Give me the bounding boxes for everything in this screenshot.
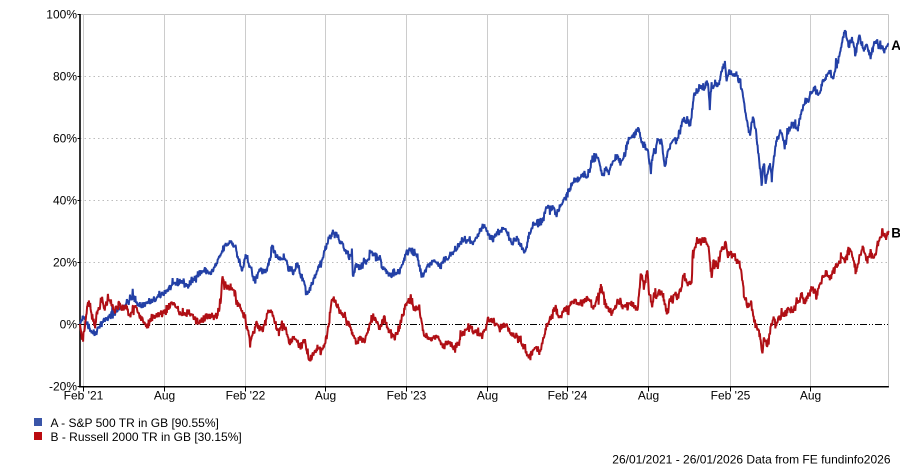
svg-text:-20%: -20% [49,380,77,394]
svg-text:Aug: Aug [315,389,336,403]
svg-text:Feb '22: Feb '22 [226,389,266,403]
svg-text:Feb '23: Feb '23 [387,389,427,403]
svg-text:80%: 80% [53,70,77,84]
svg-text:100%: 100% [46,8,77,22]
svg-text:A - S&P 500 TR in GB [90.55%]: A - S&P 500 TR in GB [90.55%] [51,416,219,430]
svg-text:Feb '21: Feb '21 [64,389,104,403]
svg-text:B - Russell 2000 TR in GB [30.: B - Russell 2000 TR in GB [30.15%] [51,430,242,444]
svg-text:Feb '24: Feb '24 [548,389,588,403]
svg-text:Aug: Aug [638,389,659,403]
svg-text:Aug: Aug [477,389,498,403]
svg-text:40%: 40% [53,194,77,208]
svg-text:A: A [891,38,900,53]
svg-text:20%: 20% [53,256,77,270]
svg-text:Aug: Aug [800,389,821,403]
svg-text:0%: 0% [60,318,78,332]
svg-text:60%: 60% [53,132,77,146]
svg-text:Feb '25: Feb '25 [711,389,751,403]
svg-text:26/01/2021 - 26/01/2026 Data f: 26/01/2021 - 26/01/2026 Data from FE fun… [612,453,891,467]
svg-text:B: B [891,225,900,240]
svg-text:Aug: Aug [154,389,175,403]
